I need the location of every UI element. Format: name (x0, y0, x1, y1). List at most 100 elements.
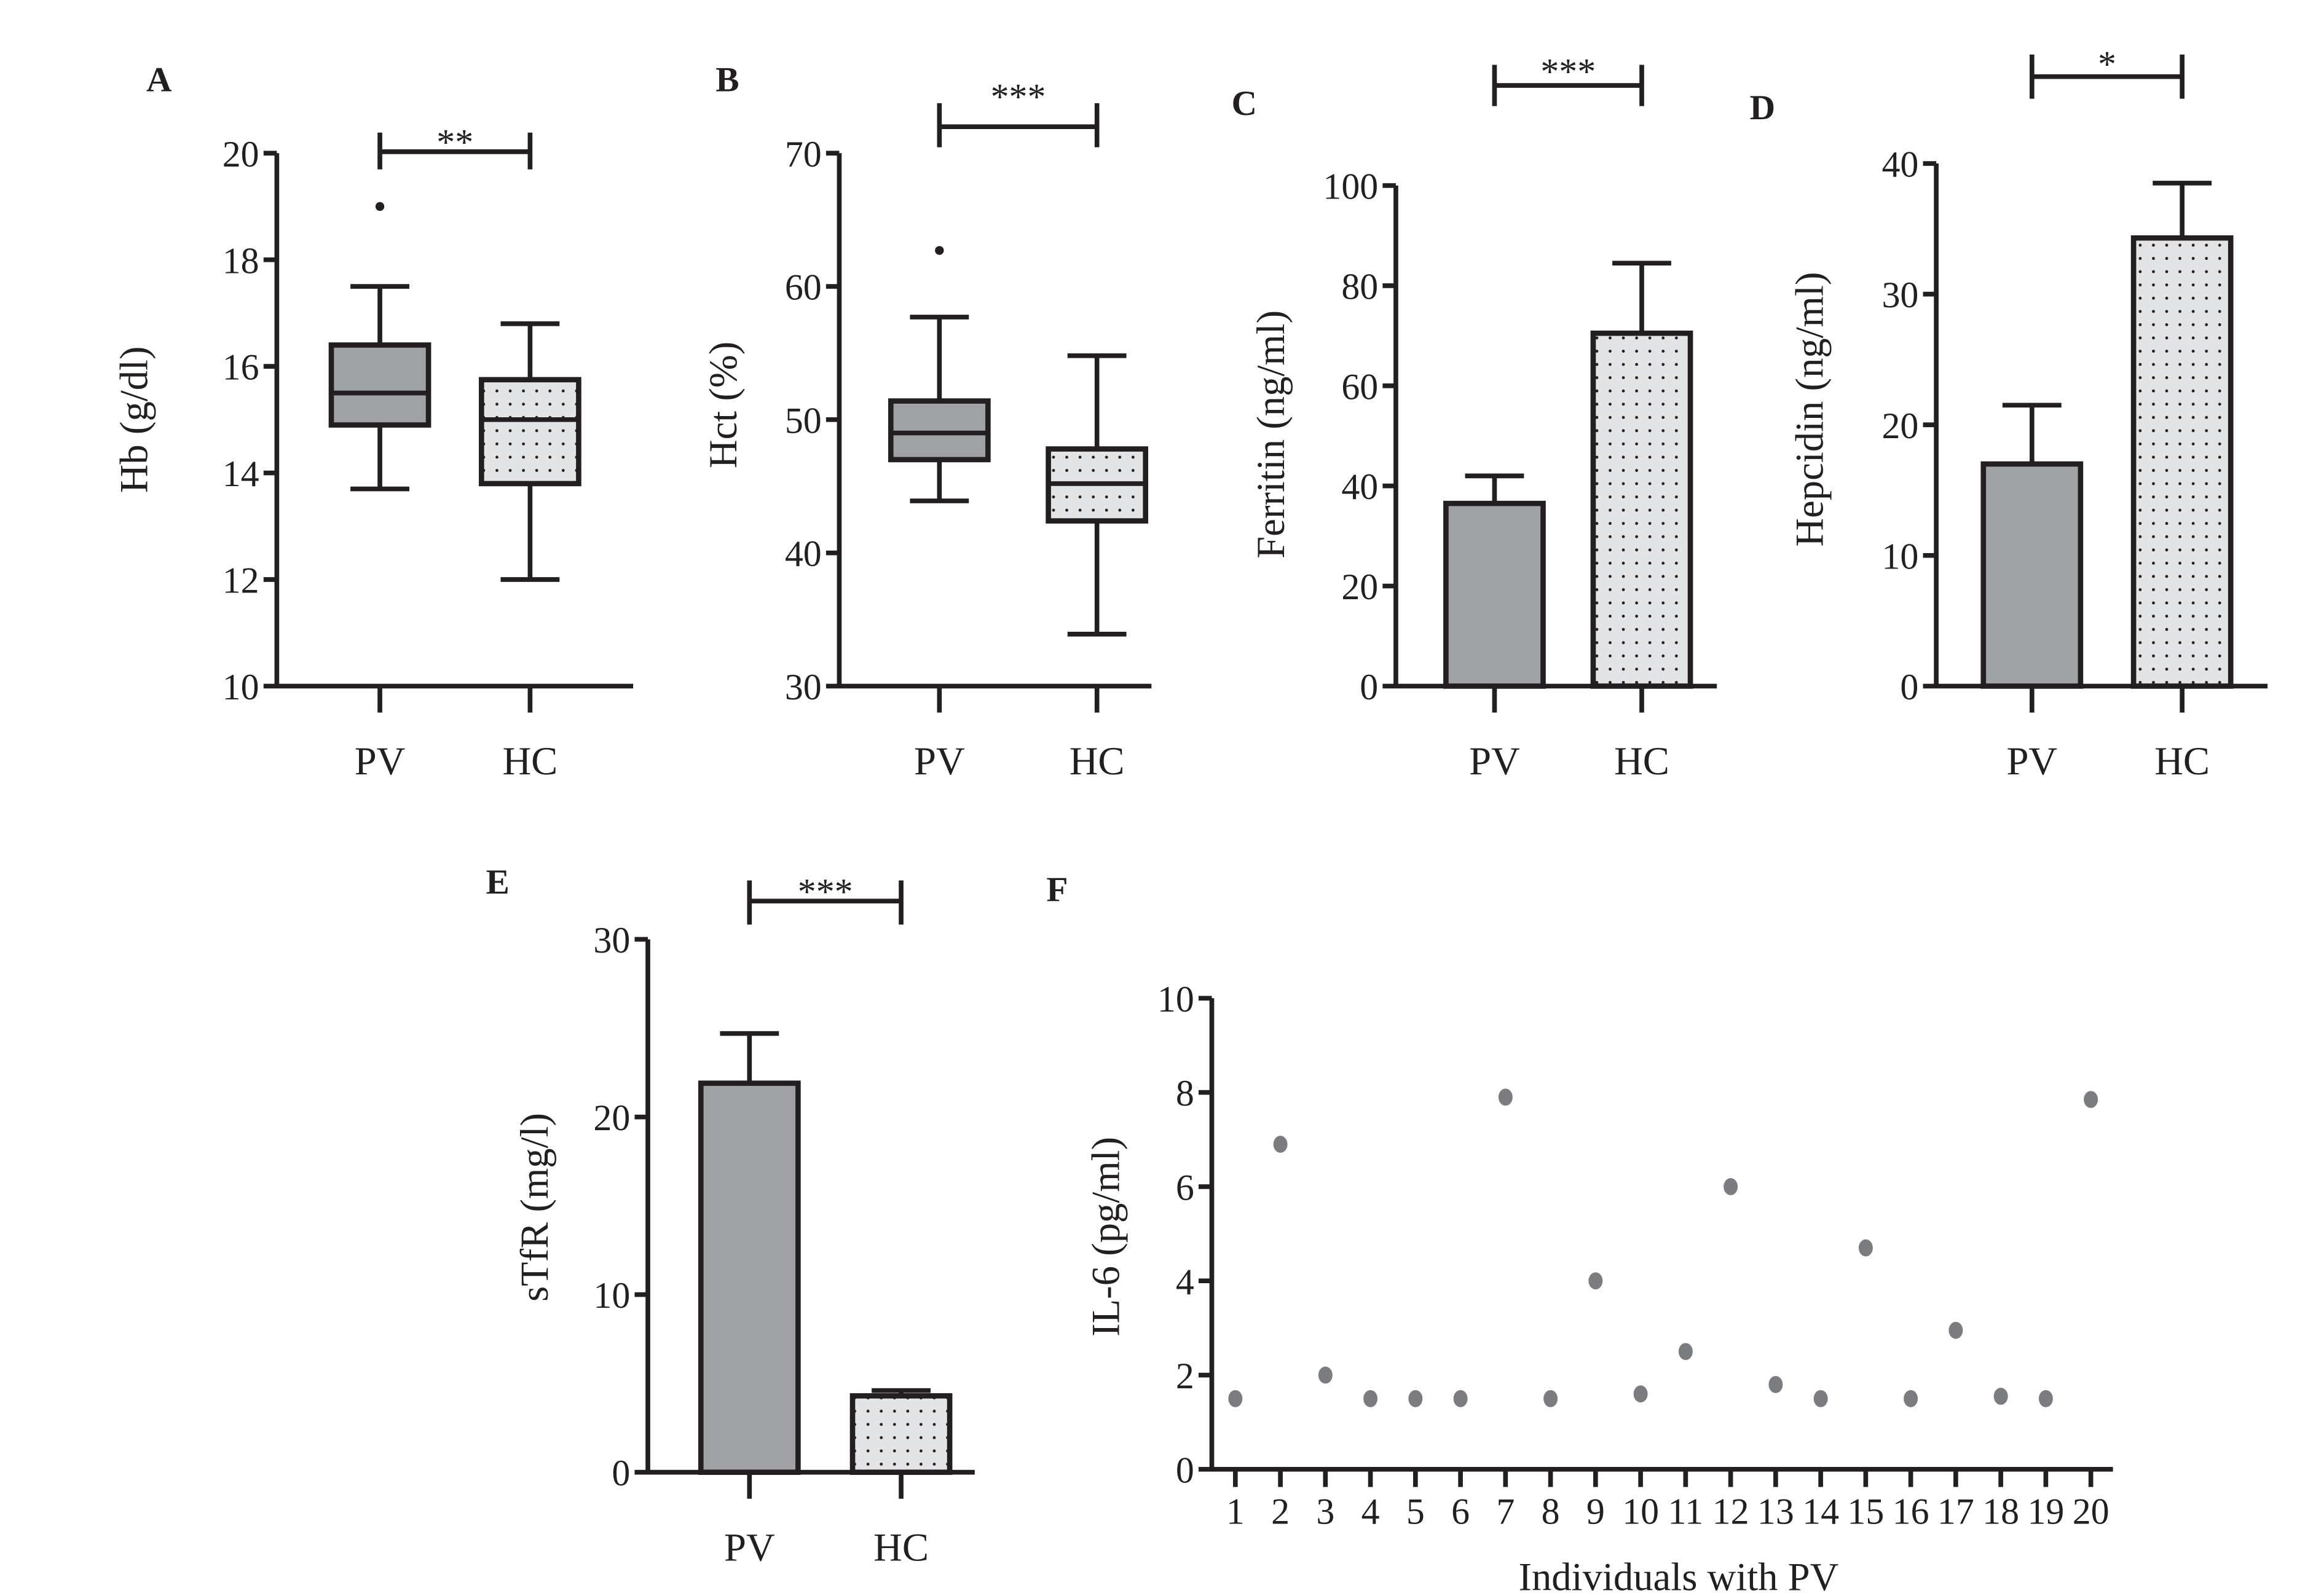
x-tick-label: 7 (1496, 1491, 1515, 1531)
y-tick-label: 0 (1900, 667, 1918, 707)
y-tick-label: 2 (1176, 1356, 1194, 1396)
x-tick-label: HC (2154, 739, 2210, 783)
x-axis-label: Individuals with PV (1518, 1554, 1838, 1596)
data-point (1993, 1388, 2008, 1405)
data-point (1678, 1343, 1693, 1361)
data-point (1858, 1239, 1873, 1257)
x-tick-label: 2 (1271, 1491, 1290, 1531)
data-point (2038, 1390, 2053, 1407)
x-tick-label: HC (1614, 739, 1669, 783)
y-axis-label: Hb (g/dl) (112, 346, 156, 493)
x-tick-label: PV (724, 1525, 775, 1569)
panel-c: C 0 20 40 60 80 100 Ferritin (ng/ml) PV HC *** (1231, 52, 1717, 783)
panel-e: E 0 10 20 30 sTfR (mg/l) PV HC *** (486, 863, 975, 1569)
x-tick-label: PV (2006, 739, 2057, 783)
x-tick-label: 17 (1937, 1491, 1974, 1531)
x-tick-label: 16 (1893, 1491, 1929, 1531)
y-tick-label: 40 (785, 533, 822, 574)
data-point (1948, 1321, 1963, 1339)
x-tick-label: PV (914, 739, 965, 783)
x-tick-label: HC (502, 739, 558, 783)
data-point (1724, 1178, 1738, 1195)
y-tick-label: 4 (1176, 1262, 1194, 1302)
data-point (1543, 1390, 1558, 1407)
data-point (2084, 1091, 2098, 1108)
y-tick-label: 16 (223, 347, 259, 388)
x-tick-label: 15 (1847, 1491, 1884, 1531)
data-point (1408, 1390, 1423, 1407)
y-tick-label: 20 (593, 1098, 630, 1138)
y-axis-label: Ferritin (ng/ml) (1248, 310, 1293, 559)
data-point (1768, 1375, 1783, 1393)
bar-pv (698, 1080, 801, 1475)
panel-b: B 30 40 50 60 70 Hct (%) PV HC *** (701, 61, 1152, 783)
data-point (1318, 1366, 1333, 1384)
x-tick-label: 12 (1712, 1491, 1749, 1531)
x-tick-label: HC (1070, 739, 1125, 783)
significance-label: *** (1540, 52, 1596, 92)
x-tick-label: 3 (1316, 1491, 1334, 1531)
outlier-point (935, 246, 944, 255)
y-tick-label: 30 (1881, 275, 1918, 315)
data-point (1588, 1272, 1603, 1290)
data-point (1363, 1390, 1378, 1407)
y-axis-label: IL-6 (pg/ml) (1084, 1137, 1128, 1337)
x-tick-label: 20 (2073, 1491, 2110, 1531)
data-point (1453, 1390, 1468, 1407)
y-axis-label: Hepcidin (ng/ml) (1787, 272, 1832, 547)
data-point (1813, 1390, 1828, 1407)
y-tick-label: 40 (1341, 466, 1378, 507)
x-tick-label: 14 (1802, 1491, 1839, 1531)
y-tick-label: 20 (1881, 406, 1918, 446)
box-hc (479, 377, 581, 487)
panel-label: E (486, 863, 510, 902)
y-tick-label: 30 (785, 667, 822, 707)
y-tick-label: 60 (785, 267, 822, 308)
bar-pv (1443, 500, 1546, 689)
y-tick-label: 70 (785, 134, 822, 175)
panel-label: C (1231, 84, 1257, 123)
y-tick-label: 40 (1881, 144, 1918, 185)
y-tick-label: 10 (223, 667, 259, 707)
x-tick-label: 8 (1542, 1491, 1560, 1531)
box-pv (328, 342, 431, 428)
y-tick-label: 80 (1341, 266, 1378, 307)
bar-hc (1590, 330, 1693, 689)
significance-label: *** (798, 871, 853, 912)
y-tick-label: 14 (223, 454, 259, 494)
box-pv (888, 398, 991, 463)
significance-label: ** (436, 122, 473, 163)
y-tick-label: 10 (1881, 536, 1918, 576)
x-tick-label: 9 (1586, 1491, 1605, 1531)
bar-hc (849, 1393, 953, 1475)
x-tick-label: 13 (1757, 1491, 1794, 1531)
data-point (1498, 1088, 1513, 1106)
x-tick-label: 18 (1982, 1491, 2019, 1531)
panel-label: A (146, 61, 172, 100)
data-point (1904, 1390, 1918, 1407)
x-tick-label: PV (355, 739, 406, 783)
x-tick-label: 5 (1406, 1491, 1425, 1531)
x-tick-label: 11 (1668, 1491, 1704, 1531)
bar-hc (2130, 235, 2234, 689)
y-tick-label: 60 (1341, 366, 1378, 407)
y-axis-label: sTfR (mg/l) (512, 1113, 556, 1302)
y-tick-label: 12 (223, 560, 259, 601)
y-tick-label: 0 (1176, 1450, 1194, 1490)
significance-label: *** (991, 76, 1046, 117)
y-tick-label: 8 (1176, 1073, 1194, 1114)
y-tick-label: 10 (1157, 979, 1194, 1020)
y-tick-label: 0 (612, 1453, 630, 1493)
panel-d: D 0 10 20 30 40 Hepcidin (ng/ml) PV HC * (1750, 44, 2268, 783)
y-tick-label: 20 (223, 134, 259, 175)
y-tick-label: 18 (223, 240, 259, 281)
y-tick-label: 100 (1323, 167, 1378, 207)
data-point (1633, 1385, 1648, 1403)
x-tick-label: PV (1469, 739, 1520, 783)
outlier-point (375, 202, 385, 211)
y-tick-label: 6 (1176, 1167, 1194, 1208)
panel-label: D (1750, 88, 1776, 127)
y-tick-label: 50 (785, 400, 822, 441)
